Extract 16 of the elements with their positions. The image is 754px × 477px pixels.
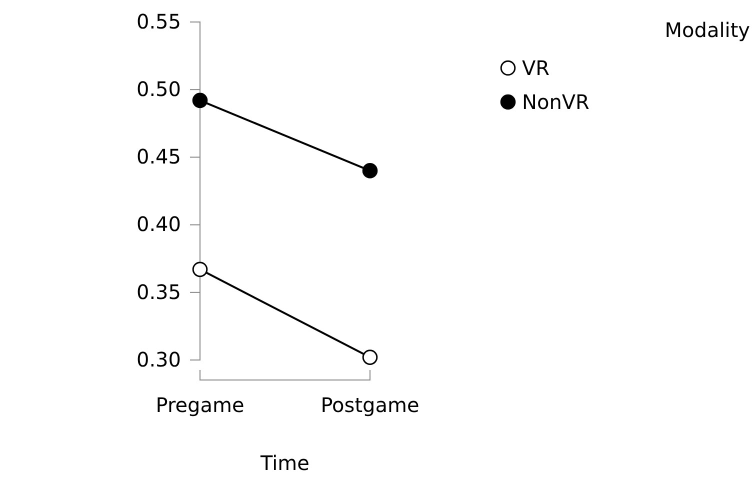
legend-label: VR: [522, 56, 550, 80]
y-tick-label: 0.55: [136, 9, 181, 34]
x-tick-label: Pregame: [156, 393, 244, 417]
y-tick-label: 0.50: [136, 77, 181, 101]
legend-title: Modality: [664, 18, 750, 42]
x-axis-title: Time: [260, 451, 310, 475]
point: [192, 262, 208, 278]
point: [362, 163, 378, 178]
y-tick-label: 0.30: [136, 347, 181, 372]
x-tick-label: Postgame: [320, 393, 420, 417]
y-tick-label: 0.35: [136, 280, 181, 304]
y-tick-label: 0.40: [136, 212, 181, 236]
legend-label: NonVR: [522, 90, 590, 114]
y-tick-label: 0.45: [136, 144, 181, 169]
point: [192, 92, 208, 108]
point: [362, 350, 378, 365]
